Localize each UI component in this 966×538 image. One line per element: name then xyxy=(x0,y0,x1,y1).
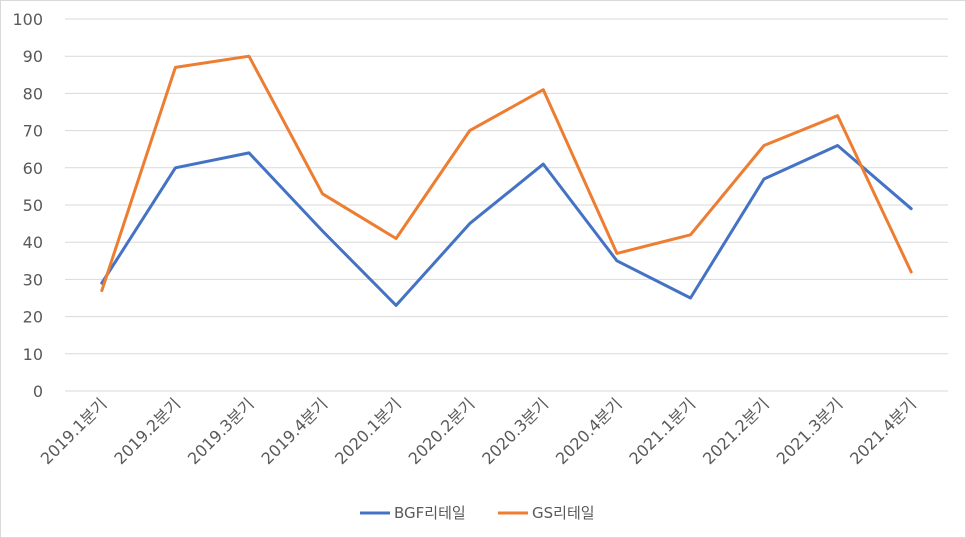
x-tick-label: 2020.1분기 xyxy=(331,394,405,468)
x-tick-label: 2019.1분기 xyxy=(37,394,111,468)
x-tick-label: 2020.2분기 xyxy=(405,394,479,468)
legend-label: BGF리테일 xyxy=(394,504,466,522)
y-axis-ticks: 0 10 20 30 40 50 60 70 80 90 100 xyxy=(12,10,43,401)
y-tick-label: 50 xyxy=(23,196,43,215)
x-tick-label: 2019.2분기 xyxy=(110,394,184,468)
legend-label: GS리테일 xyxy=(532,504,595,522)
x-axis-ticks: 2019.1분기 2019.2분기 2019.3분기 2019.4분기 2020.1분기… xyxy=(37,394,920,468)
x-tick-label: 2019.3분기 xyxy=(184,394,258,468)
series-line-0 xyxy=(100,144,913,307)
y-tick-label: 100 xyxy=(12,10,43,29)
x-tick-label: 2019.4분기 xyxy=(258,394,332,468)
series-lines xyxy=(100,54,913,307)
y-tick-label: 90 xyxy=(23,47,43,66)
y-tick-label: 40 xyxy=(23,233,43,252)
y-tick-label: 70 xyxy=(23,122,43,141)
x-tick-label: 2021.2분기 xyxy=(699,394,773,468)
y-tick-label: 80 xyxy=(23,84,43,103)
y-tick-label: 20 xyxy=(23,308,43,327)
x-tick-label: 2021.3분기 xyxy=(773,394,847,468)
y-tick-label: 10 xyxy=(23,345,43,364)
x-tick-label: 2021.4분기 xyxy=(846,394,920,468)
y-tick-label: 30 xyxy=(23,270,43,289)
x-tick-label: 2020.4분기 xyxy=(552,394,626,468)
series-line-1 xyxy=(100,54,913,293)
legend: BGF리테일 GS리테일 xyxy=(360,504,595,522)
y-tick-label: 60 xyxy=(23,159,43,178)
x-tick-label: 2020.3분기 xyxy=(478,394,552,468)
y-tick-label: 0 xyxy=(33,382,43,401)
gridlines xyxy=(65,18,948,392)
x-tick-label: 2021.1분기 xyxy=(625,394,699,468)
